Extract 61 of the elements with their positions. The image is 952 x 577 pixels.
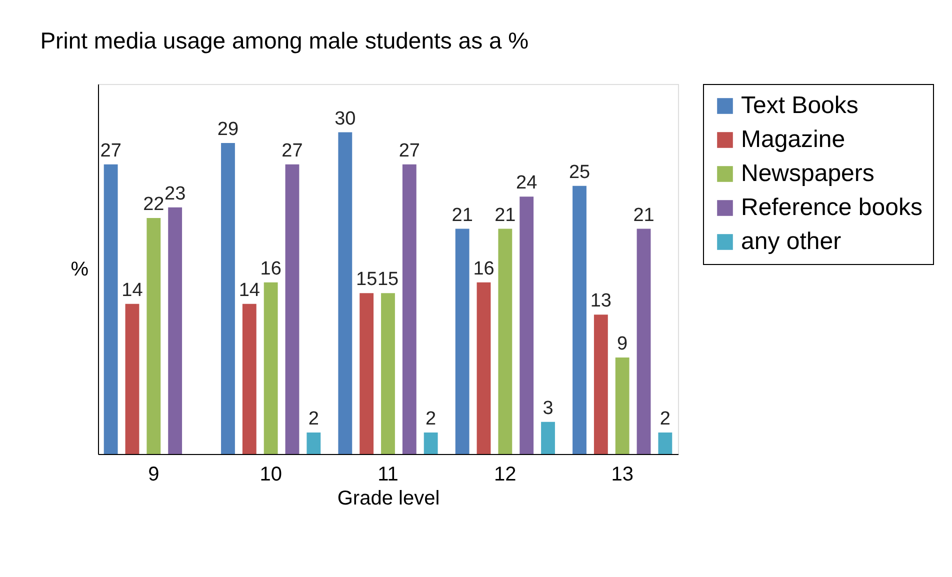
data-label: 2 bbox=[308, 408, 319, 430]
bar bbox=[264, 282, 278, 454]
bar bbox=[594, 314, 608, 454]
data-label: 30 bbox=[334, 108, 356, 130]
x-tick-label: 10 bbox=[260, 464, 282, 486]
data-label: 21 bbox=[633, 204, 654, 226]
data-label: 23 bbox=[164, 183, 186, 204]
chart-title: Print media usage among male students as a % bbox=[40, 28, 529, 54]
data-label: 15 bbox=[377, 269, 399, 290]
x-tick-label: 13 bbox=[611, 464, 634, 486]
bar bbox=[221, 142, 235, 454]
data-label: 14 bbox=[122, 280, 144, 301]
x-tick-label: 9 bbox=[148, 464, 160, 486]
data-label: 27 bbox=[100, 140, 122, 162]
bar bbox=[242, 304, 256, 454]
data-label: 15 bbox=[356, 269, 378, 290]
legend-label: Newspapers bbox=[741, 160, 874, 187]
bar bbox=[306, 432, 321, 454]
data-label: 9 bbox=[617, 333, 628, 354]
x-tick-label: 11 bbox=[378, 464, 398, 486]
data-label: 2 bbox=[426, 408, 436, 430]
bar bbox=[541, 422, 555, 454]
bar bbox=[381, 293, 395, 454]
bar bbox=[572, 186, 586, 454]
data-label: 3 bbox=[542, 398, 554, 419]
data-label: 16 bbox=[260, 258, 282, 280]
bar bbox=[285, 164, 300, 454]
data-label: 2 bbox=[660, 408, 670, 430]
bar bbox=[476, 282, 491, 454]
bar bbox=[658, 432, 672, 454]
bar bbox=[424, 432, 438, 454]
bar bbox=[360, 293, 374, 454]
legend-label: Magazine bbox=[741, 126, 846, 153]
legend-label: any other bbox=[741, 228, 842, 255]
bar bbox=[125, 304, 140, 454]
data-label: 24 bbox=[516, 172, 538, 194]
bar bbox=[615, 357, 630, 454]
data-label: 14 bbox=[238, 280, 260, 301]
bar bbox=[498, 228, 512, 454]
data-label: 29 bbox=[217, 118, 239, 140]
x-tick-label: 12 bbox=[494, 464, 516, 486]
x-axis-title: Grade level bbox=[337, 488, 440, 510]
bar bbox=[520, 196, 534, 454]
bar bbox=[104, 164, 118, 454]
bar bbox=[455, 228, 470, 454]
data-label: 16 bbox=[473, 258, 494, 280]
data-label: 21 bbox=[452, 204, 473, 226]
bar bbox=[338, 132, 352, 454]
data-label: 25 bbox=[568, 162, 590, 183]
bar bbox=[168, 207, 182, 454]
bar bbox=[636, 228, 651, 454]
data-label: 27 bbox=[282, 140, 303, 162]
legend-label: Reference books bbox=[741, 194, 922, 221]
bar bbox=[146, 218, 161, 454]
legend-label: Text Books bbox=[741, 92, 858, 119]
data-label: 27 bbox=[398, 140, 420, 162]
data-label: 21 bbox=[494, 204, 516, 226]
bar bbox=[402, 164, 416, 454]
y-axis-title: % bbox=[70, 258, 89, 280]
data-label: 13 bbox=[590, 290, 612, 312]
data-label: 22 bbox=[143, 194, 164, 216]
